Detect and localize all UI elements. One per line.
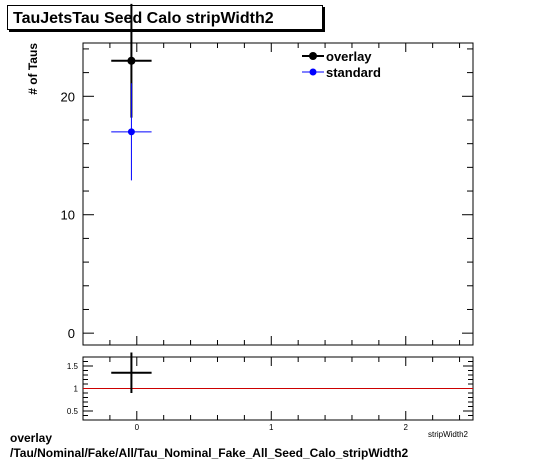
y-tick-label: 0: [68, 326, 75, 341]
legend-overlay-marker: [309, 52, 317, 60]
y-tick-label: 20: [61, 89, 75, 104]
overlay-point: [127, 56, 136, 65]
x-tick-label: 1: [269, 423, 274, 432]
legend-standard-label: standard: [326, 65, 381, 80]
ratio-y-tick-label: 0.5: [67, 407, 79, 416]
ratio-y-tick-label: 1: [74, 385, 79, 394]
footer-label: overlay: [10, 431, 53, 445]
x-axis-label: stripWidth2: [428, 430, 469, 439]
ratio-y-tick-label: 1.5: [67, 362, 79, 371]
x-tick-label: 0: [135, 423, 140, 432]
standard-point: [127, 128, 135, 136]
x-tick-label: 2: [404, 423, 409, 432]
legend-overlay-label: overlay: [326, 49, 372, 64]
y-axis-label: # of Taus: [26, 43, 40, 95]
chart-title: TauJetsTau Seed Calo stripWidth2: [7, 5, 323, 30]
footer-path: /Tau/Nominal/Fake/All/Tau_Nominal_Fake_A…: [10, 446, 409, 460]
legend-standard-marker: [309, 68, 317, 76]
y-tick-label: 10: [61, 208, 75, 223]
main-plot-frame: [82, 42, 474, 346]
